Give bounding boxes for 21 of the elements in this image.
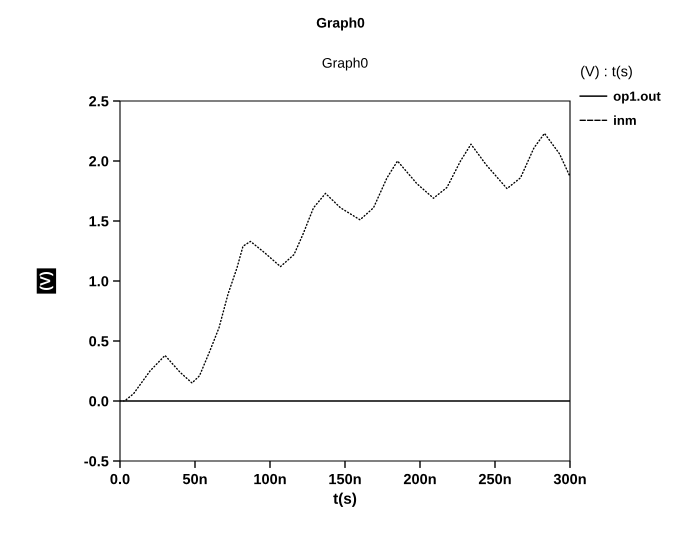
legend-label: op1.out — [614, 92, 661, 104]
x-tick-label: 0.0 — [110, 474, 130, 484]
y-tick-label: 0.5 — [89, 336, 108, 346]
x-tick-label: 250n — [478, 474, 511, 484]
x-tick-label: 100n — [254, 474, 286, 484]
x-axis-title: t(s) — [333, 492, 356, 507]
y-axis-title: (V) — [40, 272, 54, 290]
x-tick-label: 150n — [329, 474, 361, 484]
caption: Graph0 — [316, 18, 364, 30]
y-tick-label: 2.0 — [89, 156, 108, 166]
y-tick-label: 1.5 — [90, 216, 108, 226]
x-tick-label: 300n — [554, 474, 586, 484]
y-tick-label: -0.5 — [84, 456, 108, 466]
y-tick-label: 1.0 — [90, 276, 108, 286]
legend-label: inm — [614, 115, 636, 125]
x-tick-label: 200n — [404, 474, 436, 484]
legend-title: (V) : t(s) — [581, 66, 632, 80]
x-tick-label: 50n — [182, 474, 207, 484]
y-tick-label: 2.5 — [89, 96, 108, 106]
y-tick-label: 0.0 — [89, 396, 108, 406]
chart-title: Graph0 — [322, 58, 368, 71]
